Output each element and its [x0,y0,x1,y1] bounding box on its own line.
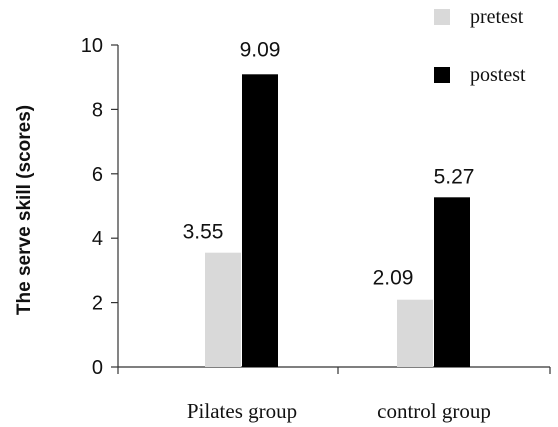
x-category-label: Pilates group [187,399,297,423]
x-category-label: control group [377,399,491,423]
y-tick-label: 6 [92,164,103,186]
bars [205,74,470,367]
y-axis: 0 2 4 6 8 10 [81,35,119,379]
legend-swatch [434,9,450,25]
legend-label: pretest [470,6,524,28]
y-tick-label: 0 [92,357,103,379]
data-label: 2.09 [373,267,414,290]
bar-postest-control-group [434,197,470,367]
y-tick-label: 2 [92,293,103,315]
bar-postest-pilates-group [242,74,278,367]
data-label: 5.27 [434,165,475,188]
bar-pretest-control-group [397,299,433,367]
legend-label: postest [470,64,526,86]
y-axis-title: The serve skill (scores) [14,105,35,315]
data-label: 9.09 [240,38,281,61]
bar-pretest-pilates-group [205,252,241,367]
data-label: 3.55 [183,221,224,244]
y-tick-label: 8 [92,99,103,121]
y-tick-label: 10 [81,35,103,57]
legend-swatch [434,67,450,83]
y-tick-label: 4 [92,228,103,250]
data-labels: 3.55 2.09 9.09 5.27 [183,38,475,289]
x-axis: Pilates group control group [117,366,551,423]
legend: pretest postest [434,6,526,86]
